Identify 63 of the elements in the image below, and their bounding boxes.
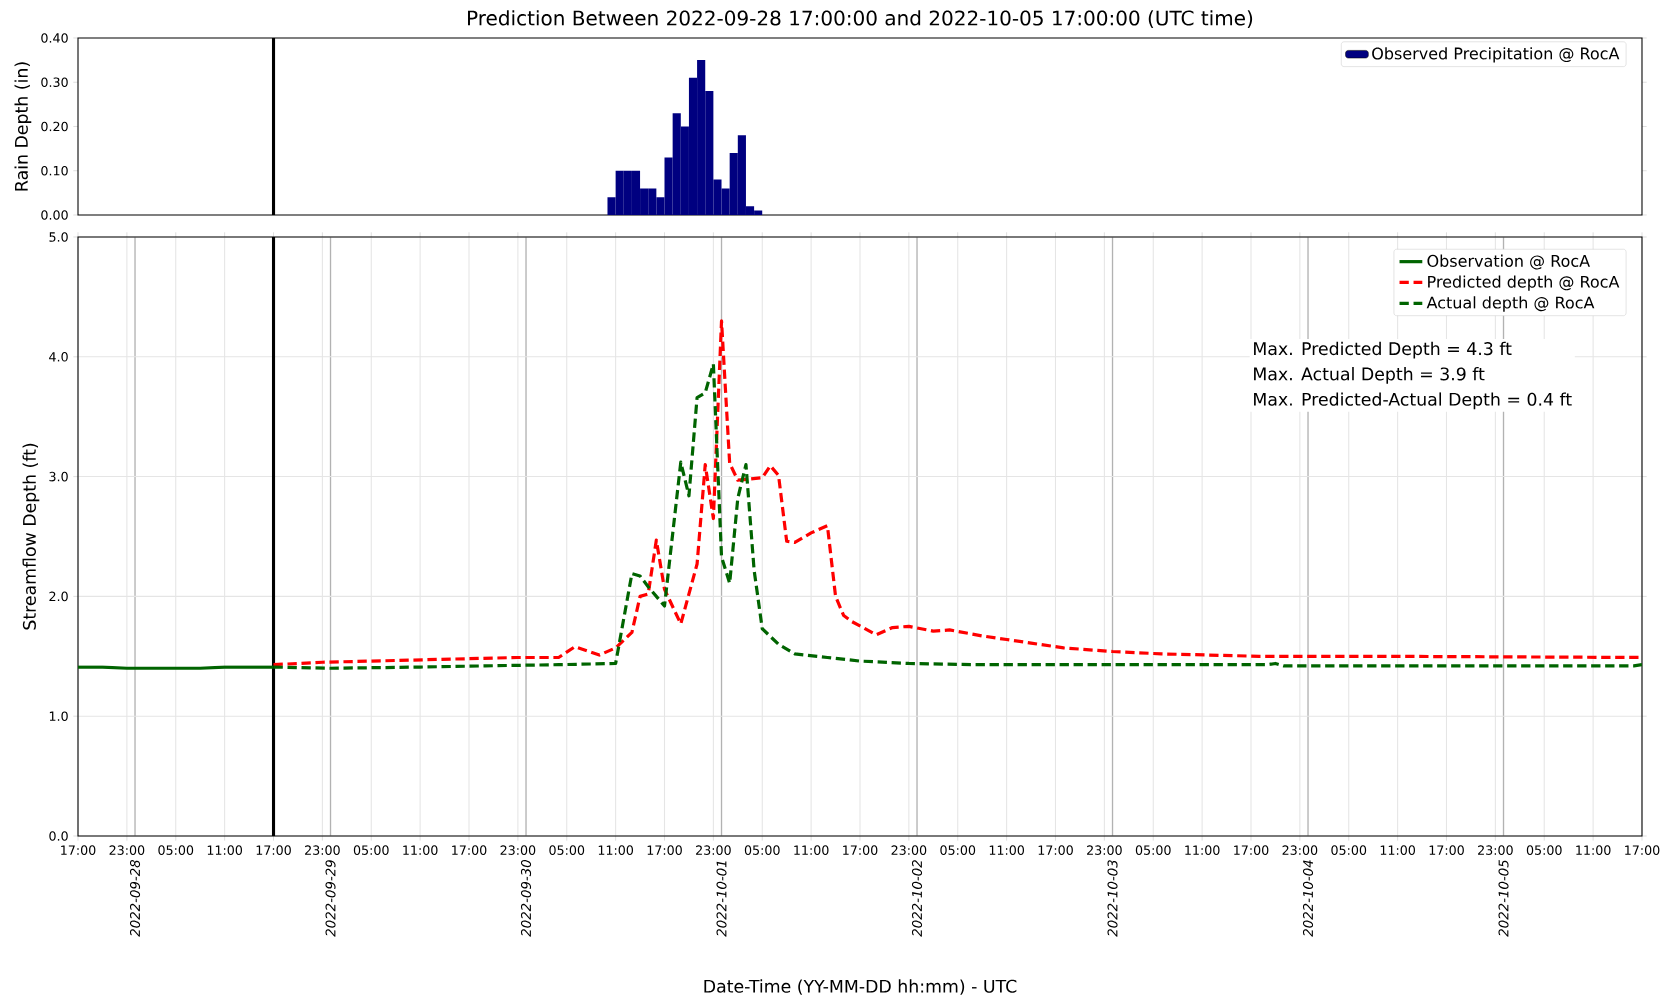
y-axis-title: Rain Depth (in) <box>14 62 32 191</box>
x-tick-label: 05:00 <box>1331 845 1367 855</box>
x-axis-title: Date-Time (YY-MM-DD hh:mm) - UTC <box>704 979 1017 995</box>
x-tick-label: 17:00 <box>647 845 682 855</box>
x-tick-label: 23:00 <box>500 845 536 855</box>
x-tick-label: 05:00 <box>549 845 585 855</box>
x-tick-label: 11:00 <box>1380 845 1416 855</box>
x-tick-label: 23:00 <box>109 845 145 855</box>
x-tick-label: 11:00 <box>989 845 1025 855</box>
x-tick-label: 17:00 <box>452 845 487 855</box>
y-tick-label: 0.10 <box>41 165 68 176</box>
x-tick-label: 23:00 <box>891 845 927 855</box>
x2-tick-label: 2022-09-30 <box>520 860 532 937</box>
x-tick-label: 05:00 <box>1135 845 1171 855</box>
y-tick-label: 1.0 <box>49 711 68 721</box>
x2-tick-label: 2022-10-03 <box>1107 860 1118 937</box>
legend-label: Observed Precipitation @ RocA <box>1372 47 1620 63</box>
x2-tick-label: 2022-09-29 <box>325 860 336 937</box>
x-tick-label: 05:00 <box>353 845 389 855</box>
y-axis-title: Streamflow Depth (ft) <box>22 443 40 630</box>
y-tick-label: 0.00 <box>41 210 68 220</box>
chart-title: Prediction Between 2022-09-28 17:00:00 and 2022-10-05 17:00:00 (UTC time) <box>468 10 1253 28</box>
y-tick-label: 3.0 <box>49 471 68 482</box>
x-tick-label: 05:00 <box>940 845 976 855</box>
x-tick-label: 17:00 <box>61 845 96 855</box>
annotation: Max. Actual Depth = 3.9 ft <box>1254 367 1485 384</box>
x2-tick-label: 2022-10-04 <box>1302 860 1314 937</box>
legend-label: Observation @ RocA <box>1427 254 1590 270</box>
x-tick-label: 11:00 <box>598 845 634 855</box>
x-tick-label: 23:00 <box>305 845 340 855</box>
x-tick-label: 17:00 <box>256 845 291 855</box>
x-tick-label: 17:00 <box>843 845 878 855</box>
x-tick-label: 17:00 <box>1038 845 1073 855</box>
x-tick-label: 23:00 <box>1087 845 1122 855</box>
x2-tick-label: 2022-10-02 <box>911 860 923 937</box>
x-tick-label: 11:00 <box>1185 845 1220 855</box>
x-tick-label: 17:00 <box>1625 845 1660 855</box>
y-tick-label: 2.0 <box>49 591 68 602</box>
y-tick-label: 0.20 <box>41 121 68 132</box>
annotation: Max. Predicted Depth = 4.3 ft <box>1254 341 1512 359</box>
x-tick-label: 23:00 <box>1478 845 1513 855</box>
x2-tick-label: 2022-09-28 <box>129 859 141 937</box>
x-tick-label: 23:00 <box>696 845 731 855</box>
x2-tick-label: 2022-10-05 <box>1498 860 1509 937</box>
x-tick-label: 11:00 <box>207 845 243 855</box>
x-tick-label: 17:00 <box>1234 845 1269 855</box>
y-tick-label: 4.0 <box>49 351 68 362</box>
x-tick-label: 05:00 <box>158 845 194 855</box>
y-tick-label: 0.30 <box>41 77 68 88</box>
x-tick-label: 23:00 <box>1282 845 1318 855</box>
x-tick-label: 11:00 <box>1576 845 1611 855</box>
x-tick-label: 05:00 <box>1526 845 1562 855</box>
x-tick-label: 11:00 <box>403 845 438 855</box>
y-tick-label: 0.0 <box>49 831 68 841</box>
x2-tick-label: 2022-10-01 <box>716 861 727 937</box>
legend-label: Predicted depth @ RocA <box>1428 275 1620 291</box>
y-tick-label: 0.40 <box>41 33 68 43</box>
y-tick-label: 5.0 <box>49 232 68 242</box>
x-tick-label: 11:00 <box>794 845 829 855</box>
x-tick-label: 05:00 <box>744 845 780 855</box>
annotation: Max. Predicted-Actual Depth = 0.4 ft <box>1254 392 1572 410</box>
x-tick-label: 17:00 <box>1429 845 1464 855</box>
legend-label: Actual depth @ RocA <box>1426 296 1595 312</box>
